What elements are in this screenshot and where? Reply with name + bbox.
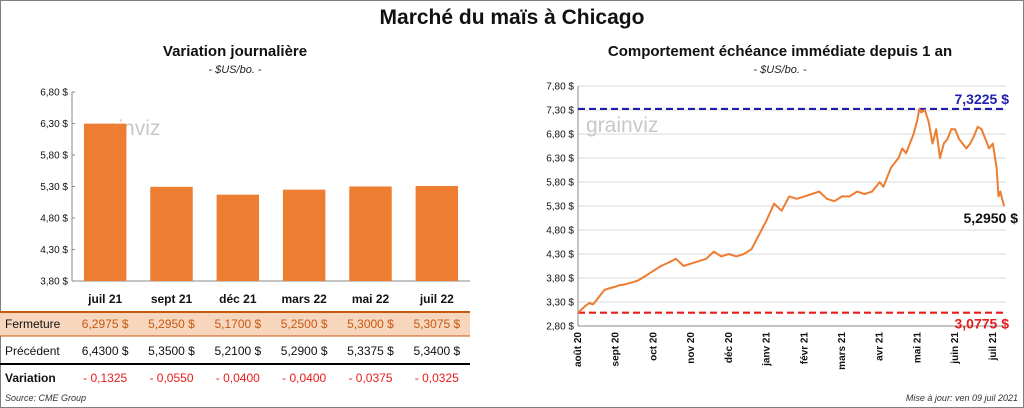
bar-y-tick-label: 4,30 $ [40,245,68,256]
fermeture-row-bg [0,312,470,336]
table-cell: 5,2500 $ [281,317,328,331]
table-cell: - 0,0550 [149,371,193,385]
last-value-label: 5,2950 $ [964,210,1019,226]
line-x-tick-label: juil 21 [988,332,999,362]
line-y-tick-label: 4,30 $ [546,250,574,261]
bar-category-label: sept 21 [151,292,193,306]
bar-category-label: déc 21 [219,292,257,306]
bar-category-label: juil 22 [419,292,454,306]
bar [415,186,459,281]
watermark-text-right: grainviz [586,114,658,137]
line-y-tick-label: 3,80 $ [546,274,574,285]
line-x-tick-label: mai 21 [912,332,923,364]
table-cell: - 0,0375 [348,371,392,385]
line-y-tick-label: 7,30 $ [546,106,574,117]
line-x-tick-label: mars 21 [837,332,848,370]
line-x-tick-label: janv 21 [762,332,773,367]
table-cell: 5,3400 $ [413,344,460,358]
table-row-label: Fermeture [5,317,61,331]
table-cell: 6,4300 $ [82,344,129,358]
line-chart-title: Comportement échéance immédiate depuis 1… [607,43,953,60]
table-cell: - 0,0325 [415,371,459,385]
table-cell: 6,2975 $ [82,317,129,331]
bar-plot-area [72,92,470,281]
bar [83,123,127,281]
line-y-tick-label: 5,30 $ [546,202,574,213]
bar [349,186,392,281]
bar-y-tick-label: 4,80 $ [40,214,68,225]
bar-y-tick-label: 3,80 $ [40,277,68,288]
table-cell: 5,3000 $ [347,317,394,331]
line-x-tick-label: août 20 [573,332,584,367]
table-row-label: Précédent [5,344,60,358]
main-title: Marché du maïs à Chicago [379,6,645,29]
source-note: Source: CME Group [5,393,87,403]
bar-y-tick-label: 6,30 $ [40,119,68,130]
line-x-tick-label: oct 20 [648,332,659,361]
bar [216,194,260,281]
bar-chart-title: Variation journalière [162,43,308,60]
bar-category-label: juil 21 [87,292,122,306]
table-cell: 5,1700 $ [214,317,261,331]
line-x-tick-label: avr 21 [875,332,886,361]
high-value-label: 7,3225 $ [955,91,1010,107]
low-value-label: 3,0775 $ [955,316,1010,332]
bar-y-tick-label: 5,30 $ [40,182,68,193]
table-cell: 5,3500 $ [148,344,195,358]
table-cell: 5,2900 $ [281,344,328,358]
table-cell: - 0,0400 [282,371,326,385]
bar-category-label: mars 22 [281,292,327,306]
line-y-tick-label: 7,80 $ [546,82,574,93]
line-y-tick-label: 6,80 $ [546,130,574,141]
line-x-tick-label: févr 21 [799,332,810,365]
table-cell: 5,3375 $ [347,344,394,358]
update-note: Mise à jour: ven 09 juil 2021 [905,393,1018,403]
bar-chart-unit: - $US/bo. - [208,64,262,76]
line-y-tick-label: 6,30 $ [546,154,574,165]
line-x-tick-label: juin 21 [950,332,961,365]
price-series-line [577,107,1006,314]
table-cell: - 0,1325 [83,371,127,385]
table-row-label: Variation [5,371,56,385]
table-cell: 5,3075 $ [413,317,460,331]
line-x-tick-label: sept 20 [611,332,622,367]
table-cell: 5,2950 $ [148,317,195,331]
line-x-tick-label: déc 20 [724,332,735,364]
line-y-tick-label: 2,80 $ [546,322,574,333]
bar [150,186,193,281]
bar [282,189,326,281]
bar-y-tick-label: 6,80 $ [40,88,68,99]
line-x-tick-label: nov 20 [686,332,697,364]
line-y-tick-label: 5,80 $ [546,178,574,189]
line-y-tick-label: 3,30 $ [546,298,574,309]
bar-y-tick-label: 5,80 $ [40,151,68,162]
table-cell: - 0,0400 [216,371,260,385]
table-cell: 5,2100 $ [214,344,261,358]
bar-category-label: mai 22 [352,292,390,306]
line-chart-unit: - $US/bo. - [753,64,807,76]
line-y-tick-label: 4,80 $ [546,226,574,237]
